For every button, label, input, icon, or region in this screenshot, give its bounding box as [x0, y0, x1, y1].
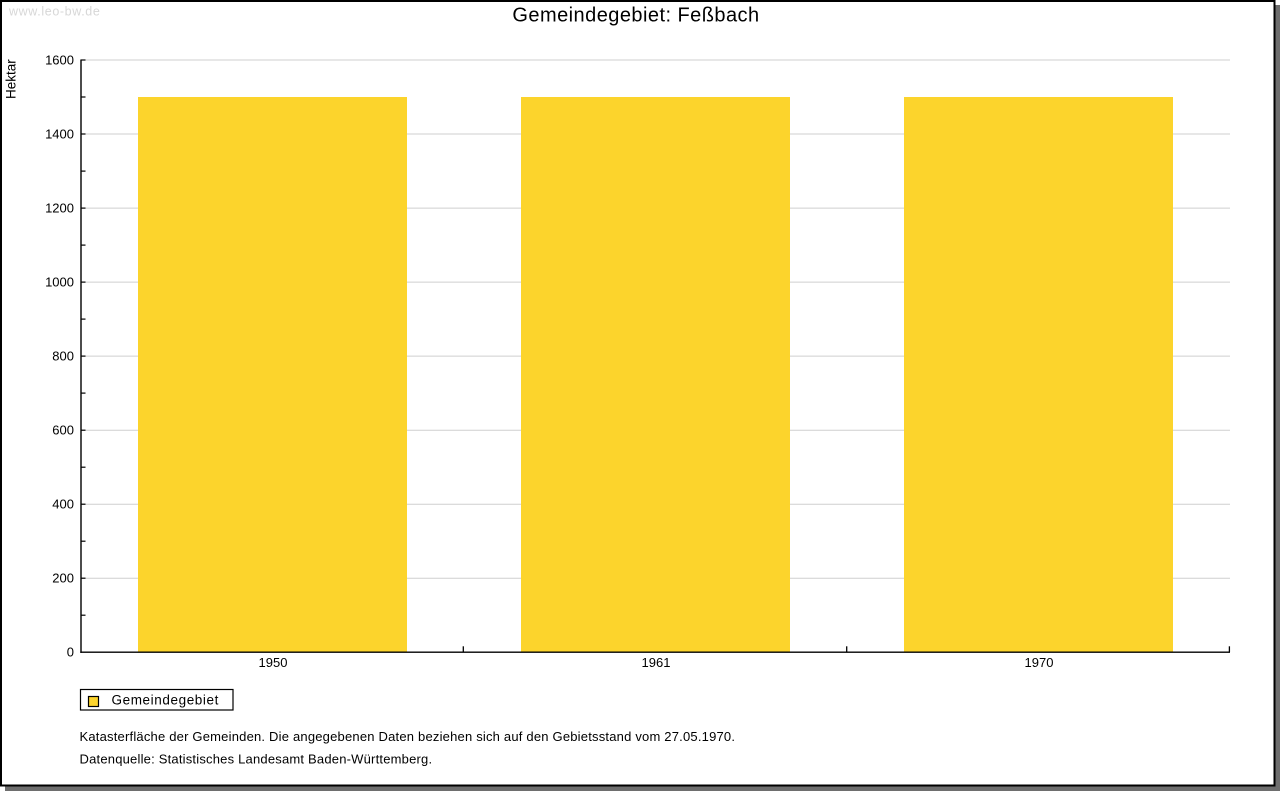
svg-text:www.leo-bw.de: www.leo-bw.de	[8, 5, 100, 19]
svg-text:Katasterfläche der Gemeinden.: Katasterfläche der Gemeinden. Die angege…	[80, 729, 736, 744]
svg-text:Gemeindegebiet: Feßbach: Gemeindegebiet: Feßbach	[512, 5, 759, 27]
svg-text:0: 0	[67, 645, 74, 660]
svg-text:Hektar: Hektar	[4, 59, 19, 99]
svg-text:1600: 1600	[45, 53, 74, 68]
svg-text:1950: 1950	[259, 655, 288, 670]
svg-text:1000: 1000	[45, 275, 74, 290]
svg-text:1200: 1200	[45, 201, 74, 216]
svg-text:1970: 1970	[1025, 655, 1054, 670]
svg-text:Datenquelle: Statistisches Lan: Datenquelle: Statistisches Landesamt Bad…	[80, 752, 433, 767]
svg-text:1961: 1961	[642, 655, 671, 670]
svg-text:800: 800	[52, 349, 74, 364]
svg-text:200: 200	[52, 571, 74, 586]
svg-text:400: 400	[52, 497, 74, 512]
svg-text:1400: 1400	[45, 127, 74, 142]
svg-text:Gemeindegebiet: Gemeindegebiet	[112, 693, 219, 708]
svg-text:600: 600	[52, 423, 74, 438]
